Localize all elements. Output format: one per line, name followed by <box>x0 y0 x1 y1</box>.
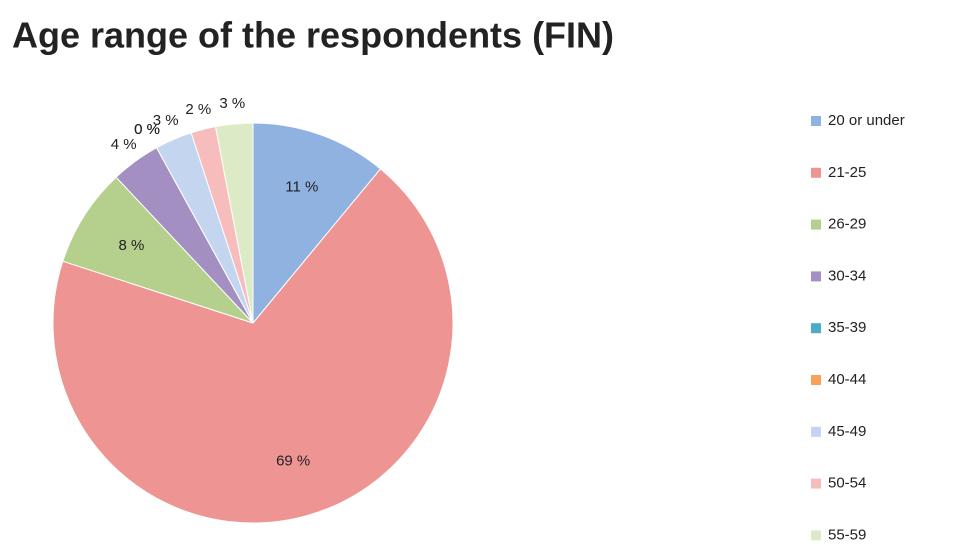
legend-swatch <box>811 426 821 437</box>
legend-swatch <box>811 530 821 541</box>
legend-swatch <box>811 271 821 282</box>
pie-slice <box>62 176 254 324</box>
chart-title: Age range of the respondents (FIN) <box>12 15 614 56</box>
pie-slice <box>252 122 382 325</box>
legend-swatch <box>811 375 821 385</box>
legend-label: 50-54 <box>828 475 866 492</box>
legend-label: 45-49 <box>828 423 866 440</box>
legend-label: 30-34 <box>828 267 866 284</box>
legend-label: 40-44 <box>828 371 866 388</box>
legend-label: 20 or under <box>828 112 905 129</box>
data-label: 69 % <box>276 452 310 469</box>
data-label: 0 % <box>134 121 160 138</box>
legend-swatch <box>811 116 821 126</box>
legend-swatch <box>811 478 821 489</box>
data-label: 8 % <box>118 237 144 254</box>
legend-swatch <box>811 323 821 334</box>
data-label: 3 % <box>219 95 245 112</box>
legend-swatch <box>811 219 821 230</box>
legend-label: 21-25 <box>828 164 866 181</box>
legend-swatch <box>811 167 821 178</box>
data-label: 0 % <box>134 121 160 138</box>
data-label: 2 % <box>185 101 211 118</box>
legend-label: 55-59 <box>828 526 866 543</box>
data-label: 11 % <box>285 178 318 195</box>
legend-label: 26-29 <box>828 216 866 233</box>
legend-label: 35-39 <box>828 319 866 336</box>
data-label: 4 % <box>111 136 137 153</box>
data-label: 3 % <box>153 112 179 129</box>
pie-slice <box>214 122 254 324</box>
pie-slice <box>52 168 454 524</box>
